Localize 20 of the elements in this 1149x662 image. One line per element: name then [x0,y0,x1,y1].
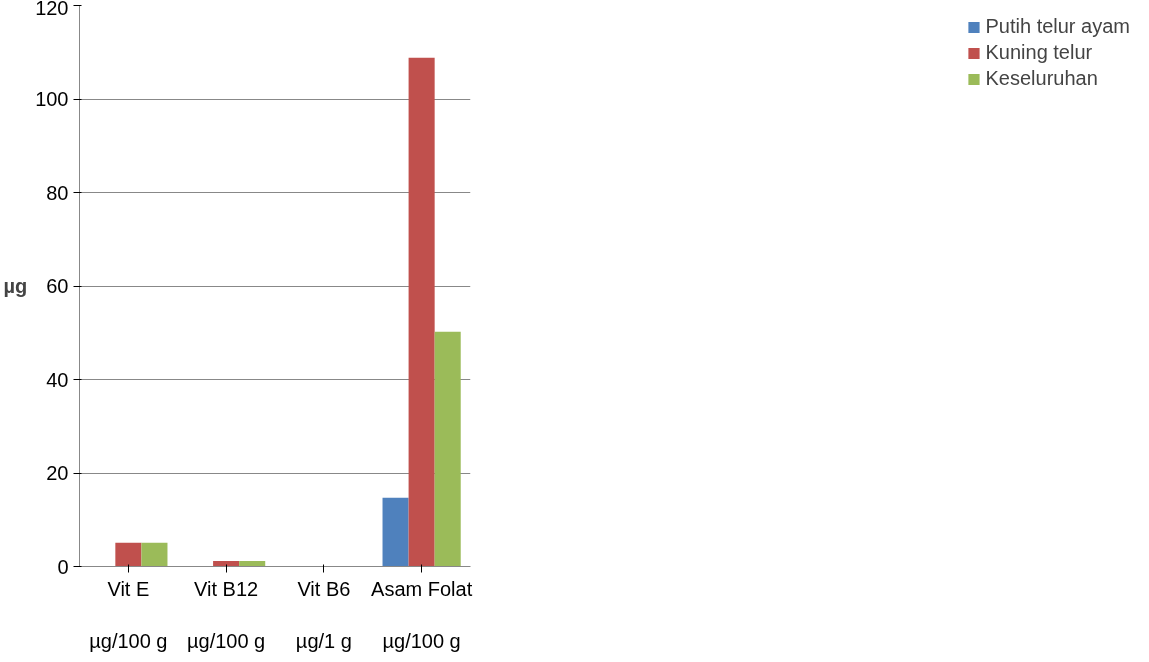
y-tick-label: 40 [46,368,69,391]
legend-label: Keseluruhan [985,67,1098,90]
bar [434,331,461,567]
category-label: Vit B12 µg/100 g [187,577,266,653]
bar [382,497,409,567]
category-label: Asam Folat µg/100 g [371,577,473,653]
y-axis-title: µg [3,275,28,297]
y-tick-label: 60 [46,275,69,297]
y-tick-label: 20 [46,462,69,484]
y-tick-label: 80 [46,181,69,204]
category-label: Vit E µg/100 g [89,577,168,653]
bar [408,57,435,567]
y-tick-label: 100 [35,88,69,110]
y-tick-label: 0 [57,555,69,578]
legend-label: Kuning telur [985,41,1093,64]
bar [141,542,168,567]
bar [115,542,142,567]
y-tick-label: 120 [35,0,69,19]
legend-label: Putih telur ayam [985,15,1130,38]
category-label: Vit B6 µg/1 g [295,577,352,653]
